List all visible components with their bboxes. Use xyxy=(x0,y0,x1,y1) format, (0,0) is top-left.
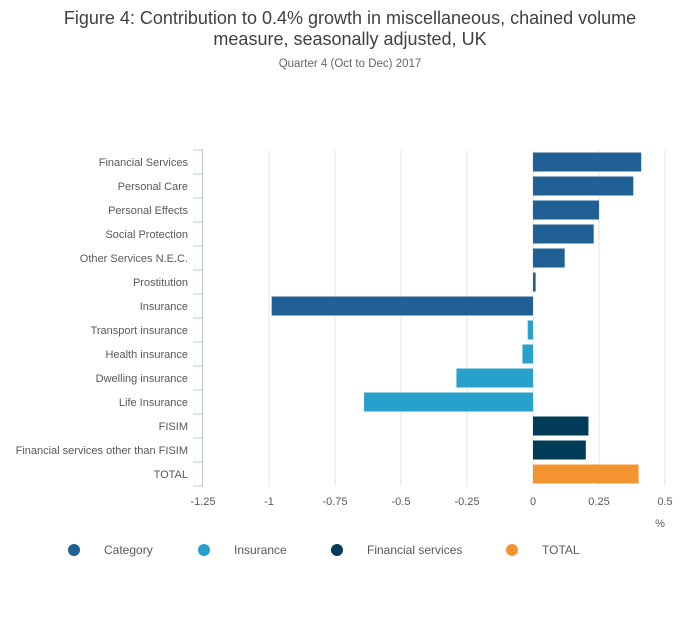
legend-swatch xyxy=(506,544,518,556)
legend-label: Insurance xyxy=(234,543,287,557)
category-label: FISIM xyxy=(159,421,188,433)
chart-title-line-1: Figure 4: Contribution to 0.4% growth in… xyxy=(63,8,637,28)
category-label: Financial services other than FISIM xyxy=(16,445,188,457)
grid-layer xyxy=(268,150,666,486)
bar-social-protection[interactable] xyxy=(533,224,594,244)
category-label: Life Insurance xyxy=(119,397,188,409)
category-label: Personal Effects xyxy=(108,205,188,217)
legend-label: Financial services xyxy=(367,543,463,557)
bar-financial-services-other-than-fisim[interactable] xyxy=(533,440,586,460)
category-label: TOTAL xyxy=(154,469,188,481)
legend-label: Category xyxy=(104,543,153,557)
bar-personal-care[interactable] xyxy=(533,176,634,196)
x-tick-label: 0.5 xyxy=(657,496,672,508)
chart-legend: Category Insurance Financial services TOTAL xyxy=(0,540,700,560)
bar-financial-services[interactable] xyxy=(533,152,642,172)
category-label: Personal Care xyxy=(118,181,188,193)
bar-personal-effects[interactable] xyxy=(533,200,599,220)
chart-title-line-2: measure, seasonally adjusted, UK xyxy=(213,29,487,49)
category-label: Dwelling insurance xyxy=(96,373,188,385)
x-tick-label: -0.25 xyxy=(454,496,479,508)
category-label: Insurance xyxy=(140,301,188,313)
bar-insurance[interactable] xyxy=(271,296,533,316)
axis-layer xyxy=(193,149,203,487)
bar-chart: -1.25 -1 -0.75 -0.5 -0.25 0 0.25 0.5% Financial … xyxy=(16,149,673,530)
category-label: Health insurance xyxy=(105,349,188,361)
x-axis-label: % xyxy=(655,518,665,530)
legend-label: TOTAL xyxy=(542,543,580,557)
legend-item-total[interactable]: TOTAL xyxy=(506,540,580,560)
bar-prostitution[interactable] xyxy=(533,272,536,292)
legend-item-insurance[interactable]: Insurance xyxy=(198,540,287,560)
chart-subtitle: Quarter 4 (Oct to Dec) 2017 xyxy=(278,58,422,70)
bar-transport-insurance[interactable] xyxy=(527,320,533,340)
legend-item-category[interactable]: Category xyxy=(68,540,153,560)
x-tick-label: 0.25 xyxy=(588,496,609,508)
category-label: Transport insurance xyxy=(91,325,188,337)
legend-swatch xyxy=(198,544,210,556)
x-tick-label: -1.25 xyxy=(190,496,215,508)
category-label: Other Services N.E.C. xyxy=(80,253,188,265)
category-label: Financial Services xyxy=(99,157,189,169)
bar-total[interactable] xyxy=(533,464,639,484)
category-label: Social Protection xyxy=(105,229,188,241)
bar-fisim[interactable] xyxy=(533,416,589,436)
legend-swatch xyxy=(331,544,343,556)
x-tick-label: -0.75 xyxy=(322,496,347,508)
legend-swatch xyxy=(68,544,80,556)
bar-dwelling-insurance[interactable] xyxy=(456,368,533,388)
category-label: Prostitution xyxy=(133,277,188,289)
chart-title: Figure 4: Contribution to 0.4% growth in… xyxy=(20,8,680,50)
legend-item-financial-services[interactable]: Financial services xyxy=(331,540,462,560)
bar-layer xyxy=(271,152,642,484)
x-tick-label: -1 xyxy=(264,496,274,508)
bar-health-insurance[interactable] xyxy=(522,344,533,364)
label-layer: -1.25 -1 -0.75 -0.5 -0.25 0 0.25 0.5% Financial … xyxy=(16,157,673,530)
x-tick-label: -0.5 xyxy=(392,496,411,508)
x-tick-label: 0 xyxy=(530,496,536,508)
bar-life-insurance[interactable] xyxy=(364,392,533,412)
bar-other-services-n-e-c[interactable] xyxy=(533,248,565,268)
